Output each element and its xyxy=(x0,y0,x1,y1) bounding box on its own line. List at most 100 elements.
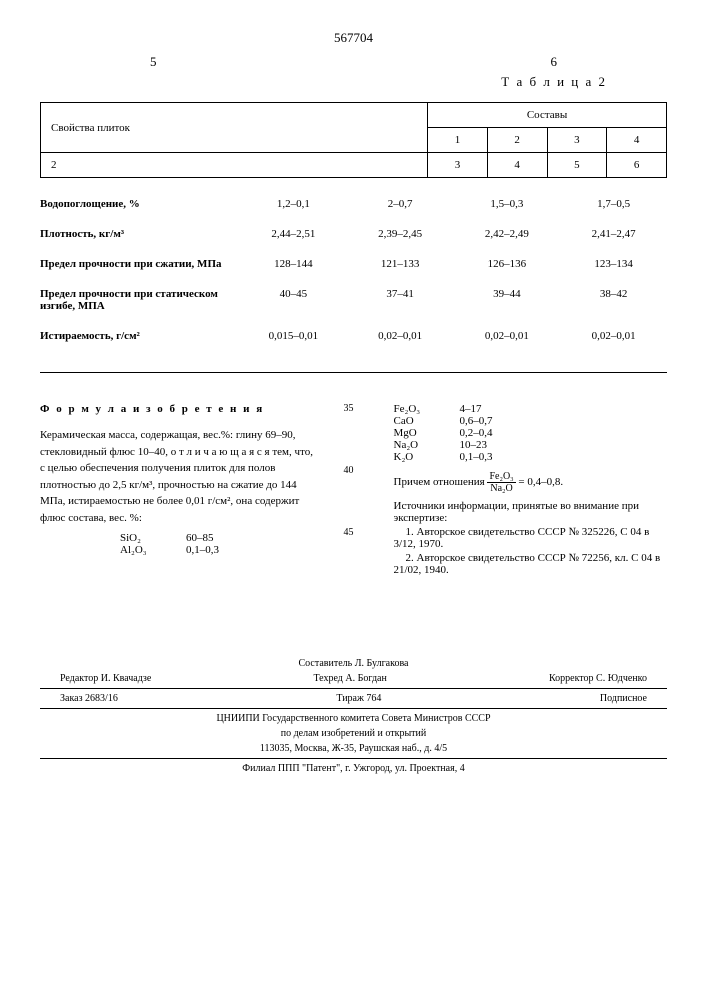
table-row: Водопоглощение, % 1,2–0,1 2–0,7 1,5–0,3 … xyxy=(40,198,667,210)
line-40: 40 xyxy=(344,465,354,476)
chem-row: K₂O 0,1–0,3 xyxy=(394,451,668,463)
formula-title: Ф о р м у л а и з о б р е т е н и я xyxy=(40,403,314,415)
table-label: Т а б л и ц а 2 xyxy=(40,74,667,90)
column-markers: 5 6 xyxy=(40,54,667,70)
cell: 38–42 xyxy=(560,288,667,300)
chem-name: MgO xyxy=(394,427,444,439)
chem-name: SiO₂ xyxy=(120,532,170,544)
source-1: 1. Авторское свидетельство СССР № 325226… xyxy=(394,526,668,550)
cell: 0,02–0,01 xyxy=(347,330,454,342)
source-2: 2. Авторское свидетельство СССР № 72256,… xyxy=(394,552,668,576)
chem-row: Fe₂O₃ 4–17 xyxy=(394,403,668,415)
chem-val: 0,1–0,3 xyxy=(186,544,219,556)
chem-name: Na₂O xyxy=(394,439,444,451)
cell: 123–134 xyxy=(560,258,667,270)
formula-text: Керамическая масса, содержащая, вес.%: г… xyxy=(40,429,313,524)
chem-row: Na₂O 10–23 xyxy=(394,439,668,451)
cell: 2,44–2,51 xyxy=(240,228,347,240)
chem-list-left: SiO₂ 60–85 Al₂O₃ 0,1–0,3 xyxy=(120,532,314,556)
table-row: Истираемость, г/см² 0,015–0,01 0,02–0,01… xyxy=(40,330,667,342)
chem-val: 0,6–0,7 xyxy=(460,415,493,427)
ratio-fraction: Fe₂O₃ Na₂O xyxy=(487,471,515,494)
chem-row: CaO 0,6–0,7 xyxy=(394,415,668,427)
header-properties: Свойства плиток xyxy=(41,103,428,153)
properties-table: Свойства плиток Составы 1 2 3 4 2 3 4 5 … xyxy=(40,102,667,178)
cell: 2,39–2,45 xyxy=(347,228,454,240)
cell: 2,41–2,47 xyxy=(560,228,667,240)
col-marker-left: 5 xyxy=(150,54,157,70)
row-label: Предел прочности при статическом изгибе,… xyxy=(40,288,240,312)
footer-sub: Подписное xyxy=(600,693,647,704)
cell: 2,42–2,49 xyxy=(454,228,561,240)
cell: 0,015–0,01 xyxy=(240,330,347,342)
row-label: Плотность, кг/м³ xyxy=(40,228,240,240)
patent-number: 567704 xyxy=(40,30,667,46)
chem-val: 0,2–0,4 xyxy=(460,427,493,439)
line-45: 45 xyxy=(344,527,354,538)
formula-section: Ф о р м у л а и з о б р е т е н и я Кера… xyxy=(40,403,667,576)
chem-val: 0,1–0,3 xyxy=(460,451,493,463)
chem-val: 60–85 xyxy=(186,532,214,544)
ratio-den: Na₂O xyxy=(487,483,515,494)
table-row: Плотность, кг/м³ 2,44–2,51 2,39–2,45 2,4… xyxy=(40,228,667,240)
data-rows: Водопоглощение, % 1,2–0,1 2–0,7 1,5–0,3 … xyxy=(40,198,667,373)
cell: 128–144 xyxy=(240,258,347,270)
footer-addr: 113035, Москва, Ж-35, Раушская наб., д. … xyxy=(40,741,667,756)
cell: 0,02–0,01 xyxy=(454,330,561,342)
footer: Составитель Л. Булгакова Редактор И. Ква… xyxy=(40,656,667,776)
chem-name: CaO xyxy=(394,415,444,427)
chem-row: Al₂O₃ 0,1–0,3 xyxy=(120,544,314,556)
line-35: 35 xyxy=(344,403,354,414)
row-label: Истираемость, г/см² xyxy=(40,330,240,342)
ratio-pre: Причем отношения xyxy=(394,476,488,488)
chem-name: Al₂O₃ xyxy=(120,544,170,556)
cell: 1,2–0,1 xyxy=(240,198,347,210)
chem-row: SiO₂ 60–85 xyxy=(120,532,314,544)
formula-left-col: Ф о р м у л а и з о б р е т е н и я Кера… xyxy=(40,403,324,576)
col-3: 3 xyxy=(547,128,607,153)
footer-editor: Редактор И. Квачадзе xyxy=(60,673,151,684)
header-compositions: Составы xyxy=(428,103,667,128)
subrow-c3: 5 xyxy=(547,153,607,178)
cell: 39–44 xyxy=(454,288,561,300)
table-row: Предел прочности при статическом изгибе,… xyxy=(40,288,667,312)
footer-techred: Техред А. Богдан xyxy=(313,673,386,684)
cell: 40–45 xyxy=(240,288,347,300)
subrow-c4: 6 xyxy=(607,153,667,178)
cell: 1,7–0,5 xyxy=(560,198,667,210)
col-marker-right: 6 xyxy=(551,54,558,70)
footer-tirage: Тираж 764 xyxy=(336,693,381,704)
formula-right-col: Fe₂O₃ 4–17 CaO 0,6–0,7 MgO 0,2–0,4 Na₂O 10–2… xyxy=(384,403,668,576)
row-label: Водопоглощение, % xyxy=(40,198,240,210)
footer-filial: Филиал ППП "Патент", г. Ужгород, ул. Про… xyxy=(40,761,667,776)
cell: 2–0,7 xyxy=(347,198,454,210)
subrow-c2: 4 xyxy=(487,153,547,178)
col-2: 2 xyxy=(487,128,547,153)
col-1: 1 xyxy=(428,128,488,153)
line-markers: 35 40 45 xyxy=(344,403,364,576)
subrow-c1: 3 xyxy=(428,153,488,178)
footer-org1: ЦНИИПИ Государственного комитета Совета … xyxy=(40,711,667,726)
cell: 121–133 xyxy=(347,258,454,270)
chem-name: K₂O xyxy=(394,451,444,463)
sources-title: Источники информации, принятые во вниман… xyxy=(394,500,668,524)
footer-order: Заказ 2683/16 xyxy=(60,693,118,704)
ratio-line: Причем отношения Fe₂O₃ Na₂O = 0,4–0,8. xyxy=(394,471,668,494)
chem-name: Fe₂O₃ xyxy=(394,403,444,415)
subrow-left: 2 xyxy=(41,153,428,178)
cell: 37–41 xyxy=(347,288,454,300)
cell: 1,5–0,3 xyxy=(454,198,561,210)
table-row: Предел прочности при сжатии, МПа 128–144… xyxy=(40,258,667,270)
chem-row: MgO 0,2–0,4 xyxy=(394,427,668,439)
footer-compiler: Составитель Л. Булгакова xyxy=(40,656,667,671)
footer-corrector: Корректор С. Юдченко xyxy=(549,673,647,684)
ratio-num: Fe₂O₃ xyxy=(487,471,515,483)
chem-val: 10–23 xyxy=(460,439,488,451)
formula-body-left: Керамическая масса, содержащая, вес.%: г… xyxy=(40,427,314,526)
col-4: 4 xyxy=(607,128,667,153)
chem-list-right: Fe₂O₃ 4–17 CaO 0,6–0,7 MgO 0,2–0,4 Na₂O 10–2… xyxy=(394,403,668,463)
cell: 0,02–0,01 xyxy=(560,330,667,342)
cell: 126–136 xyxy=(454,258,561,270)
footer-org2: по делам изобретений и открытий xyxy=(40,726,667,741)
chem-val: 4–17 xyxy=(460,403,482,415)
